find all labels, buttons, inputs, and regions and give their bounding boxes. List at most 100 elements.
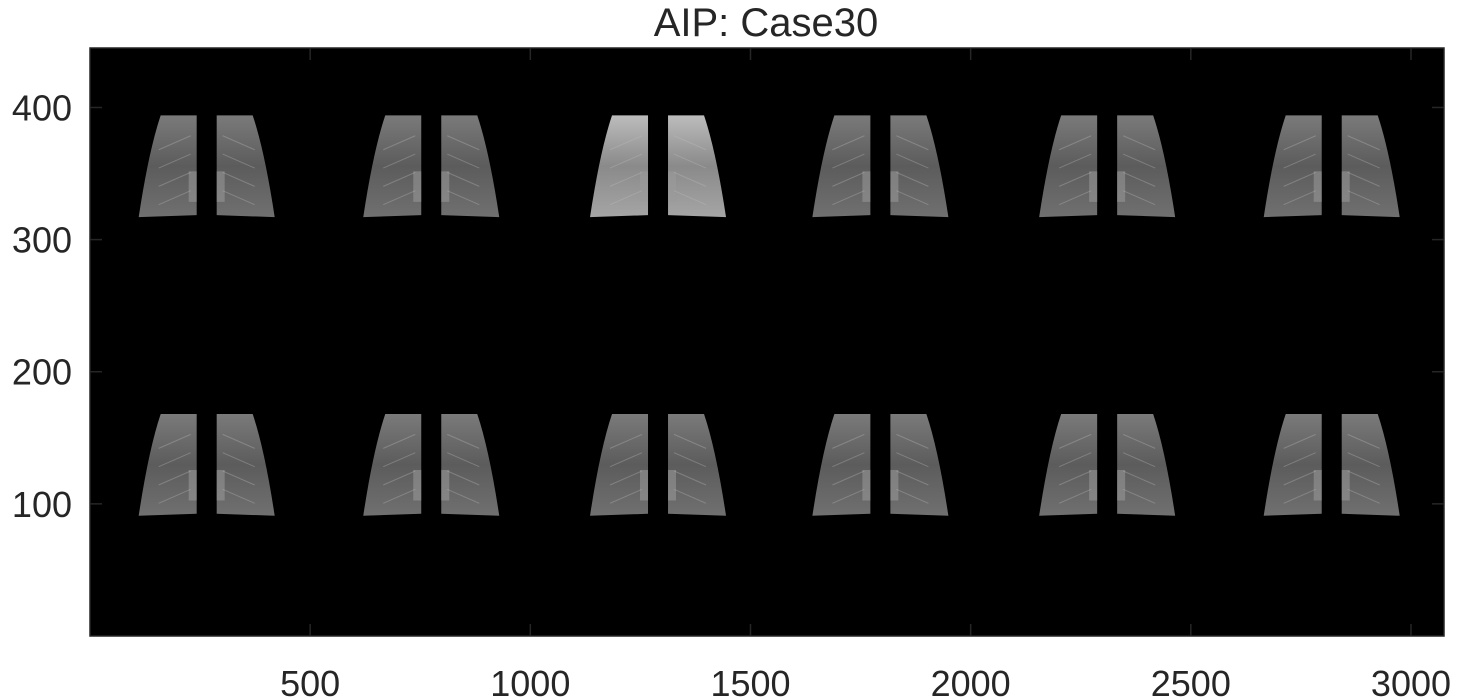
vessel-streak <box>222 171 255 187</box>
lung-ct-panel <box>1039 115 1176 218</box>
vessel-streak <box>158 153 191 169</box>
vessel-streak <box>896 153 929 169</box>
vessel-streak <box>832 153 865 169</box>
left-lung-lobe <box>1263 115 1322 218</box>
vessel-streak <box>673 190 707 206</box>
vessel-streak <box>896 433 929 449</box>
vessel-streak <box>609 153 643 169</box>
spine-shadow <box>413 469 422 501</box>
spine-shadow <box>441 469 450 501</box>
left-lung-lobe <box>590 414 649 516</box>
vessel-streak <box>447 190 480 206</box>
x-tick-label: 2500 <box>1151 663 1231 699</box>
vessel-streak <box>447 135 480 151</box>
right-lung-lobe <box>668 115 727 218</box>
right-lung-lobe <box>1117 115 1176 218</box>
vessel-streak <box>158 171 191 187</box>
lung-ct-panel <box>138 414 275 516</box>
y-tick-label: 400 <box>12 87 72 128</box>
vessel-streak <box>158 488 191 504</box>
left-lung-lobe <box>1039 115 1098 218</box>
vessel-streak <box>1122 171 1156 187</box>
vessel-streak <box>896 470 929 486</box>
vessel-streak <box>383 190 416 206</box>
right-lung-lobe <box>1341 414 1400 516</box>
vessel-streak <box>1283 153 1316 169</box>
spine-shadow <box>1341 171 1350 202</box>
vessel-streak <box>896 488 929 504</box>
vessel-streak <box>1058 135 1092 151</box>
vessel-streak <box>383 452 416 468</box>
vessel-streak <box>1347 433 1380 449</box>
x-tick-label: 1000 <box>490 663 570 699</box>
vessel-streak <box>383 433 416 449</box>
vessel-streak <box>1283 488 1316 504</box>
vessel-streak <box>447 433 480 449</box>
vessel-streak <box>383 135 416 151</box>
y-tick-label: 200 <box>12 352 72 393</box>
spine-shadow <box>216 171 225 202</box>
vessel-streak <box>1058 171 1092 187</box>
left-lung-lobe <box>1263 414 1322 516</box>
x-tick-label: 2000 <box>931 663 1011 699</box>
right-lung-lobe <box>890 115 949 218</box>
vessel-streak <box>673 171 707 187</box>
vessel-streak <box>1058 452 1092 468</box>
left-lung-lobe <box>812 414 871 516</box>
spine-shadow <box>1089 469 1098 501</box>
vessel-streak <box>609 488 643 504</box>
vessel-streak <box>158 433 191 449</box>
spine-shadow <box>862 469 871 501</box>
vessel-streak <box>1283 190 1316 206</box>
spine-shadow <box>1341 469 1350 501</box>
vessel-streak <box>832 190 865 206</box>
vessel-streak <box>222 452 255 468</box>
x-axis-ticks: 500 1000 1500 2000 2500 3000 <box>280 48 1451 699</box>
vessel-streak <box>832 171 865 187</box>
lung-ct-panel <box>812 115 949 218</box>
vessel-streak <box>383 171 416 187</box>
vessel-streak <box>832 470 865 486</box>
vessel-streak <box>1058 488 1092 504</box>
right-lung-lobe <box>1117 414 1176 516</box>
left-lung-lobe <box>1039 414 1098 516</box>
vessel-streak <box>1283 433 1316 449</box>
vessel-streak <box>1122 452 1156 468</box>
spine-shadow <box>188 469 197 501</box>
spine-shadow <box>1313 171 1322 202</box>
vessel-streak <box>447 171 480 187</box>
vessel-streak <box>832 488 865 504</box>
spine-shadow <box>890 171 899 202</box>
vessel-streak <box>832 135 865 151</box>
y-tick-label: 300 <box>12 220 72 261</box>
vessel-streak <box>1058 190 1092 206</box>
lung-ct-panel <box>812 414 949 516</box>
lung-ct-panel <box>590 414 727 516</box>
spine-shadow <box>668 171 677 202</box>
vessel-streak <box>832 452 865 468</box>
right-lung-lobe <box>441 414 500 516</box>
vessel-streak <box>222 153 255 169</box>
vessel-streak <box>1058 153 1092 169</box>
spine-shadow <box>188 171 197 202</box>
vessel-streak <box>673 452 707 468</box>
vessel-streak <box>896 452 929 468</box>
vessel-streak <box>896 190 929 206</box>
vessel-streak <box>1058 470 1092 486</box>
lung-ct-panel <box>1263 414 1400 516</box>
left-lung-lobe <box>138 414 197 516</box>
vessel-streak <box>1283 135 1316 151</box>
spine-shadow <box>216 469 225 501</box>
vessel-streak <box>383 153 416 169</box>
vessel-streak <box>1347 153 1380 169</box>
vessel-streak <box>222 488 255 504</box>
vessel-streak <box>1283 171 1316 187</box>
vessel-streak <box>609 135 643 151</box>
image-axes <box>89 47 1445 637</box>
lung-ct-panel <box>138 115 275 218</box>
vessel-streak <box>222 470 255 486</box>
vessel-streak <box>609 470 643 486</box>
right-lung-lobe <box>216 115 275 218</box>
vessel-streak <box>1122 190 1156 206</box>
